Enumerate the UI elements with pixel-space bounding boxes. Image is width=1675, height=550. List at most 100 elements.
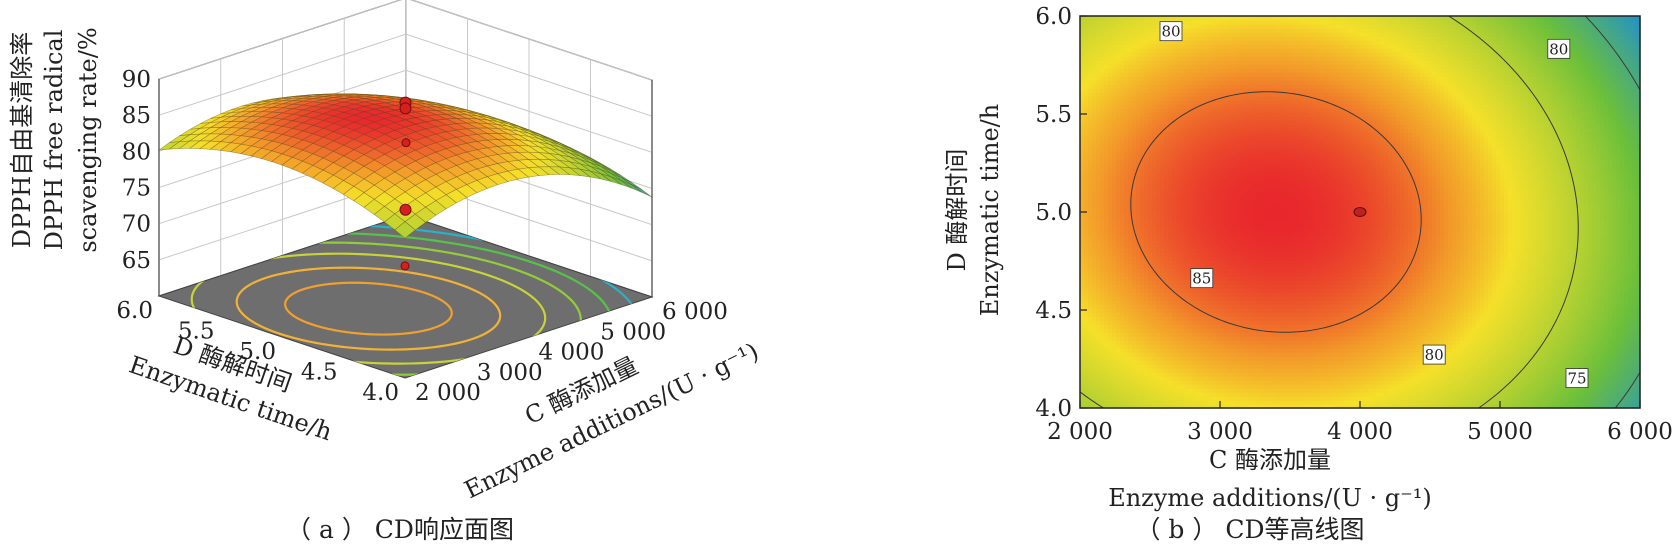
heatmap-cell	[1148, 288, 1153, 293]
heatmap-cell	[1196, 324, 1201, 329]
heatmap-cell	[1160, 80, 1165, 85]
heatmap-cell	[1080, 148, 1085, 153]
heatmap-cell	[1208, 176, 1213, 181]
heatmap-cell	[1240, 188, 1245, 193]
heatmap-cell	[1156, 160, 1161, 165]
heatmap-cell	[1248, 56, 1253, 61]
heatmap-cell	[1192, 344, 1197, 349]
heatmap-cell	[1108, 244, 1113, 249]
heatmap-cell	[1248, 48, 1253, 53]
heatmap-cell	[1228, 80, 1233, 85]
heatmap-cell	[1144, 344, 1149, 349]
heatmap-cell	[1100, 380, 1105, 385]
heatmap-cell	[1196, 376, 1201, 381]
y-tick-label: 4.0	[362, 380, 399, 406]
heatmap-cell	[1176, 208, 1181, 213]
heatmap-cell	[1128, 112, 1133, 117]
heatmap-cell	[1116, 184, 1121, 189]
heatmap-cell	[1160, 300, 1165, 305]
heatmap-cell	[1176, 400, 1181, 405]
heatmap-cell	[1092, 372, 1097, 377]
heatmap-cell	[1104, 328, 1109, 333]
heatmap-cell	[1116, 248, 1121, 253]
heatmap-cell	[1092, 140, 1097, 145]
heatmap-cell	[1252, 252, 1257, 257]
heatmap-cell	[1240, 340, 1245, 345]
heatmap-cell	[1108, 200, 1113, 205]
heatmap-cell	[1144, 148, 1149, 153]
heatmap-cell	[1184, 124, 1189, 129]
heatmap-cell	[1200, 60, 1205, 65]
heatmap-cell	[1200, 312, 1205, 317]
heatmap-cell	[1236, 96, 1241, 101]
heatmap-cell	[1080, 388, 1085, 393]
heatmap-cell	[1184, 36, 1189, 41]
heatmap-cell	[1152, 164, 1157, 169]
heatmap-cell	[1204, 60, 1209, 65]
heatmap-cell	[1104, 280, 1109, 285]
heatmap-cell	[1232, 232, 1237, 237]
heatmap-cell	[1248, 252, 1253, 257]
heatmap-cell	[1112, 180, 1117, 185]
heatmap-cell	[1200, 136, 1205, 141]
heatmap-cell	[1184, 244, 1189, 249]
heatmap-cell	[1104, 340, 1109, 345]
heatmap-cell	[1112, 392, 1117, 397]
heatmap-cell	[1232, 236, 1237, 241]
heatmap-cell	[1172, 204, 1177, 209]
heatmap-cell	[1232, 272, 1237, 277]
heatmap-cell	[1188, 116, 1193, 121]
heatmap-cell	[1216, 208, 1221, 213]
heatmap-cell	[1232, 356, 1237, 361]
heatmap-cell	[1204, 332, 1209, 337]
heatmap-cell	[1216, 240, 1221, 245]
heatmap-cell	[1252, 300, 1257, 305]
heatmap-cell	[1144, 332, 1149, 337]
heatmap-cell	[1168, 324, 1173, 329]
heatmap-cell	[1232, 216, 1237, 221]
heatmap-cell	[1204, 364, 1209, 369]
heatmap-cell	[1208, 140, 1213, 145]
heatmap-cell	[1152, 52, 1157, 57]
heatmap-cell	[1172, 56, 1177, 61]
heatmap-cell	[1132, 356, 1137, 361]
heatmap-cell	[1100, 152, 1105, 157]
heatmap-cell	[1232, 336, 1237, 341]
heatmap-cell	[1080, 140, 1085, 145]
heatmap-cell	[1160, 160, 1165, 165]
heatmap-cell	[1236, 252, 1241, 257]
heatmap-cell	[1164, 388, 1169, 393]
heatmap-cell	[1108, 276, 1113, 281]
heatmap-cell	[1244, 360, 1249, 365]
heatmap-cell	[1224, 228, 1229, 233]
heatmap-cell	[1104, 212, 1109, 217]
heatmap-cell	[1220, 152, 1225, 157]
heatmap-cell	[1236, 44, 1241, 49]
heatmap-cell	[1152, 232, 1157, 237]
heatmap-cell	[1196, 256, 1201, 261]
heatmap-cell	[1220, 404, 1225, 409]
heatmap-cell	[1192, 72, 1197, 77]
heatmap-cell	[1200, 84, 1205, 89]
heatmap-cell	[1220, 268, 1225, 273]
heatmap-cell	[1220, 280, 1225, 285]
heatmap-cell	[1196, 208, 1201, 213]
heatmap-cell	[1188, 376, 1193, 381]
heatmap-cell	[1128, 160, 1133, 165]
heatmap-cell	[1236, 376, 1241, 381]
heatmap-cell	[1160, 176, 1165, 181]
heatmap-cell	[1128, 32, 1133, 37]
heatmap-cell	[1092, 252, 1097, 257]
heatmap-cell	[1152, 76, 1157, 81]
heatmap-cell	[1080, 68, 1085, 73]
heatmap-cell	[1120, 236, 1125, 241]
heatmap-cell	[1160, 44, 1165, 49]
heatmap-cell	[1140, 264, 1145, 269]
heatmap-cell	[1128, 164, 1133, 169]
heatmap-cell	[1184, 116, 1189, 121]
heatmap-cell	[1228, 356, 1233, 361]
heatmap-cell	[1180, 208, 1185, 213]
heatmap-cell	[1152, 276, 1157, 281]
heatmap-cell	[1244, 240, 1249, 245]
heatmap-cell	[1232, 172, 1237, 177]
